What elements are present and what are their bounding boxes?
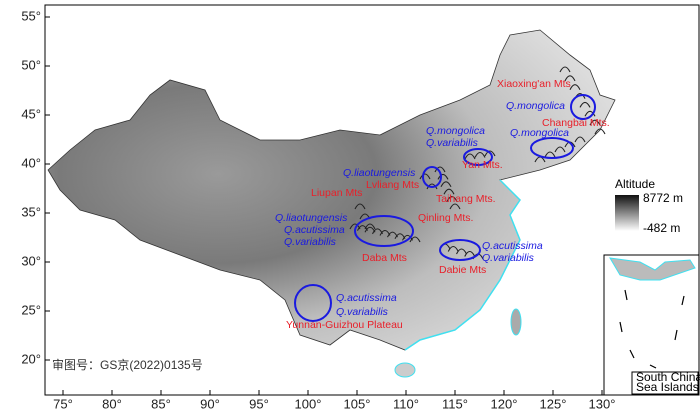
lon-label: 105° <box>344 396 371 411</box>
mountain-hatch <box>569 84 581 90</box>
species-label: Q.variabilis <box>284 236 337 248</box>
lat-label: 40° <box>21 155 41 170</box>
mountain-label: Yunnan-Guizhou Plateau <box>286 319 403 331</box>
taiwan <box>510 308 522 336</box>
mountain-label: Daba Mts <box>362 252 407 264</box>
mountain-hatch <box>354 203 366 210</box>
site-ellipse <box>439 239 481 261</box>
legend-title: Altitude <box>615 177 655 191</box>
legend-max: 8772 m <box>643 191 683 205</box>
species-label: Q.mongolica <box>426 125 485 137</box>
site-ellipse <box>422 166 442 188</box>
species-label: Q.mongolica <box>510 127 569 139</box>
mountain-hatch <box>579 101 591 108</box>
mountain-label: Dabie Mts <box>439 264 486 276</box>
hainan <box>394 362 416 378</box>
mountain-hatch <box>474 151 486 158</box>
species-label: Q.variabilis <box>482 252 535 264</box>
site-ellipse <box>294 284 332 322</box>
species-label: Q.acutissima <box>336 292 397 304</box>
mountain-label: Yan Mts. <box>462 159 503 171</box>
inset-label: Sea Islands <box>636 380 699 394</box>
lat-label: 50° <box>21 57 41 72</box>
lon-label: 95° <box>249 396 269 411</box>
species-label: Q.variabilis <box>336 306 389 318</box>
mountain-hatch <box>484 150 496 157</box>
coastline <box>404 179 521 351</box>
site-ellipse <box>463 148 493 166</box>
mountain-label: Lvliang Mts <box>366 179 419 191</box>
mountain-hatch <box>449 203 461 210</box>
site-ellipse <box>530 137 574 159</box>
mountain-hatch <box>426 183 438 190</box>
site-ellipse <box>570 94 596 120</box>
mountain-hatch <box>437 173 449 180</box>
mountain-hatch <box>584 110 596 117</box>
mountain-label: Qinling Mts. <box>418 212 473 224</box>
inset-boundary <box>619 289 685 369</box>
lon-label: 100° <box>295 396 322 411</box>
mountain-label: Taihang Mts. <box>436 193 496 205</box>
mountain-hatch <box>589 119 601 126</box>
mountain-label: Xiaoxing'an Mts <box>497 78 571 90</box>
lon-label: 125° <box>540 396 567 411</box>
mountain-label: Changbai Mts. <box>542 117 610 129</box>
lon-label: 130° <box>589 396 616 411</box>
species-label: Q.acutissima <box>482 240 543 252</box>
mountain-hatch <box>419 173 431 180</box>
lat-label: 20° <box>21 351 41 366</box>
mountain-hatch <box>554 146 566 153</box>
species-label: Q.mongolica <box>506 100 565 112</box>
mountain-hatch <box>443 188 455 195</box>
legend-min: -482 m <box>643 221 680 235</box>
legend-ramp <box>615 195 639 231</box>
lon-label: 120° <box>491 396 518 411</box>
mountain-hatch <box>559 66 571 73</box>
mountain-hatch <box>447 245 459 252</box>
mountain-hatch <box>594 128 606 135</box>
china-land <box>47 29 616 351</box>
axes: 55° 50° 45° 40° 35° 30° 25° 20° 75° 80° 85° 90° 95° 1… <box>21 8 615 411</box>
mountain-hatch <box>544 151 556 158</box>
species-label: Q.acutissima <box>284 224 345 236</box>
lat-label: 25° <box>21 302 41 317</box>
lat-label: 35° <box>21 204 41 219</box>
mountain-label: Liupan Mts <box>311 187 362 199</box>
mountain-hatch <box>464 153 476 160</box>
site-ellipse <box>354 215 414 247</box>
inset-label-box <box>631 371 699 395</box>
species-label: Q.liaotungensis <box>275 212 348 224</box>
mountain-hatch <box>564 75 576 82</box>
lat-label: 30° <box>21 253 41 268</box>
inset-coast <box>609 257 696 281</box>
mountain-hatch <box>464 250 476 257</box>
inset-label: South China <box>636 370 700 384</box>
mountain-hatch <box>434 166 446 173</box>
lon-label: 115° <box>442 396 468 411</box>
lat-label: 45° <box>21 106 41 121</box>
mountain-hatch <box>574 136 586 143</box>
lon-label: 75° <box>53 396 73 411</box>
mountain-hatch <box>446 196 458 202</box>
approval-number: 审图号：GS京(2022)0135号 <box>52 357 203 372</box>
species-label: Q.variabilis <box>426 137 479 149</box>
lon-label: 110° <box>393 396 419 411</box>
lon-label: 85° <box>151 396 171 411</box>
lon-label: 90° <box>200 396 220 411</box>
lat-label: 55° <box>21 8 41 23</box>
mountain-hatch <box>456 248 467 255</box>
lon-label: 80° <box>102 396 122 411</box>
species-label: Q.liaotungensis <box>343 167 416 179</box>
mountain-hatch <box>440 181 452 188</box>
mountain-ranges <box>349 66 606 260</box>
mountain-hatch <box>409 236 421 243</box>
